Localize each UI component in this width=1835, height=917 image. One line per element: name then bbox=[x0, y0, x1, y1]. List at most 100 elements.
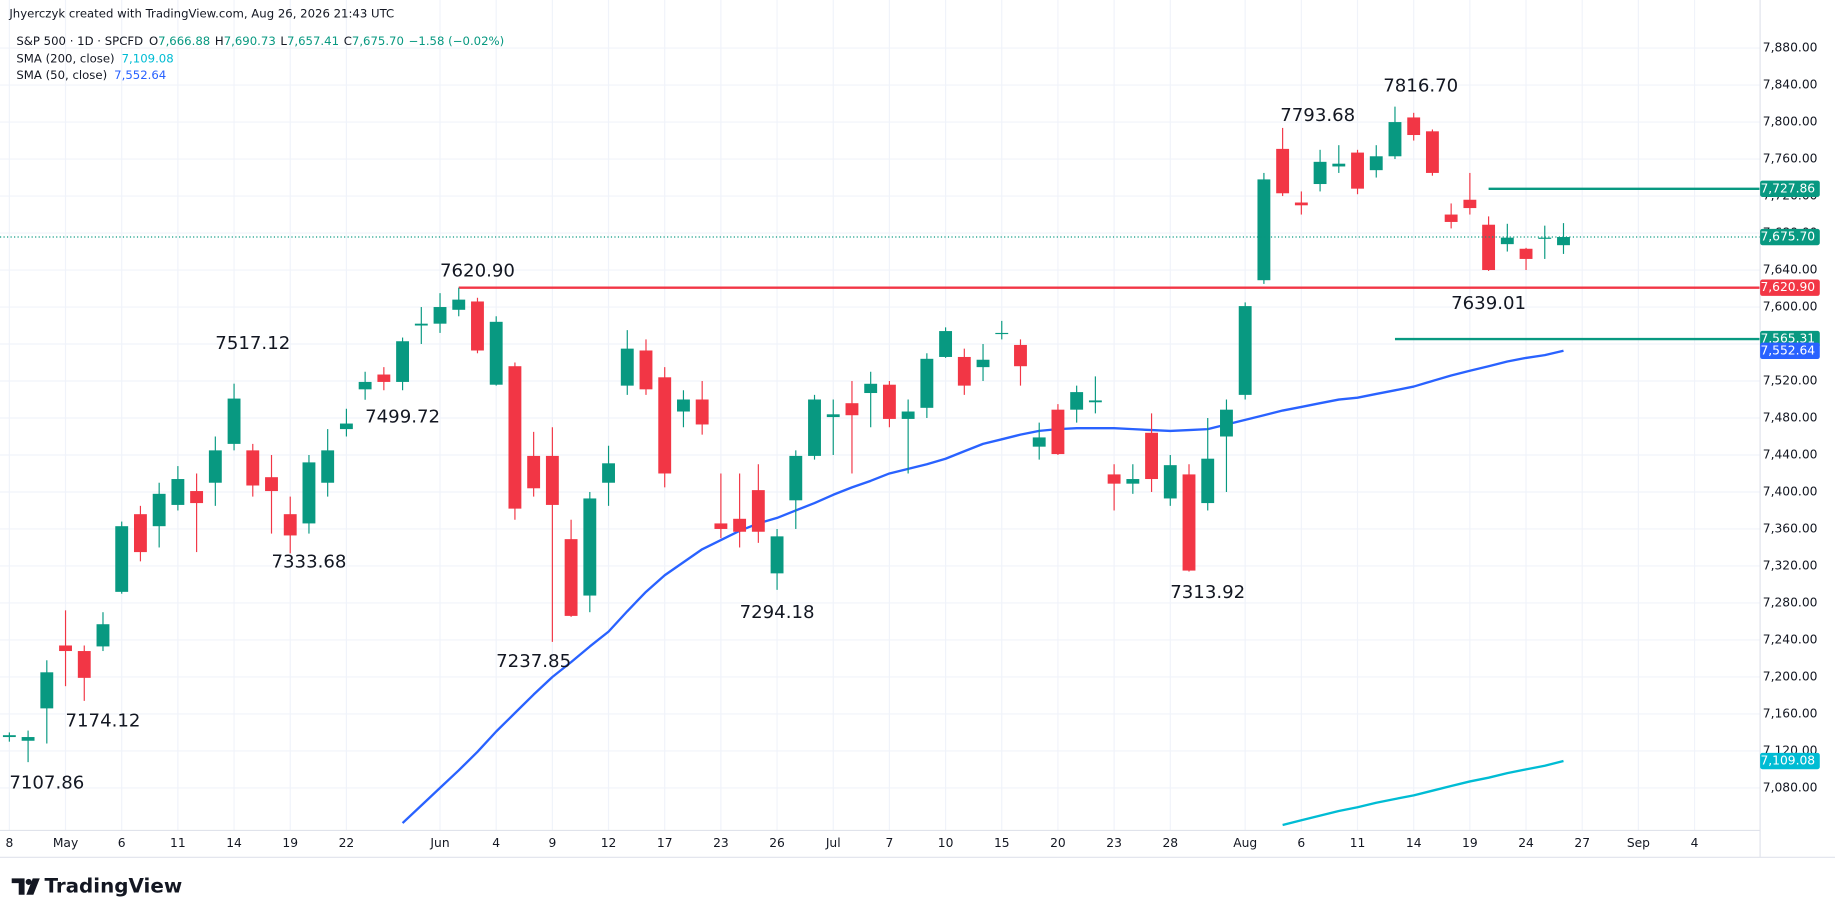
ohlc-value: 7,690.73 bbox=[224, 33, 276, 47]
candle-body bbox=[1276, 148, 1290, 194]
candle-body bbox=[1032, 437, 1046, 447]
price-annotation: 7620.90 bbox=[440, 260, 515, 281]
x-tick-label: 4 bbox=[492, 836, 500, 850]
symbol-name: S&P 500 · 1D · SPCFD bbox=[16, 33, 143, 47]
ohlc-key: C bbox=[344, 33, 352, 47]
plot-area bbox=[0, 106, 1761, 827]
price-annotation: 7174.12 bbox=[65, 711, 140, 732]
x-tick-label: Sep bbox=[1627, 836, 1650, 850]
indicator-name: SMA (200, close) bbox=[16, 51, 114, 65]
y-tick-label: 7,800.00 bbox=[1763, 115, 1818, 129]
candle-body bbox=[1351, 152, 1364, 189]
y-tick-label: 7,160.00 bbox=[1763, 706, 1818, 720]
price-annotation: 7793.68 bbox=[1280, 105, 1355, 126]
candle-body bbox=[414, 323, 428, 326]
candle-body bbox=[658, 377, 672, 474]
indicator-value: 7,109.08 bbox=[122, 51, 174, 65]
x-tick-label: Jun bbox=[429, 836, 449, 850]
axis: 7,080.007,120.007,160.007,200.007,240.00… bbox=[5, 41, 1820, 850]
candle-body bbox=[1519, 248, 1533, 259]
x-tick-label: Jul bbox=[825, 836, 841, 850]
y-tick-label: 7,480.00 bbox=[1763, 410, 1818, 424]
ohlc-key: H bbox=[215, 33, 224, 47]
candle-body bbox=[246, 450, 260, 486]
x-tick-label: 4 bbox=[1691, 836, 1699, 850]
price-tag-label: 7,109.08 bbox=[1760, 754, 1815, 768]
legend-ohlc: S&P 500 · 1D · SPCFD O7,666.88 H7,690.73 L7… bbox=[16, 33, 504, 47]
brand-logo bbox=[11, 878, 40, 895]
x-tick-label: 11 bbox=[1350, 836, 1366, 850]
candle-body bbox=[527, 455, 541, 489]
candle-body bbox=[190, 491, 204, 504]
candle-body bbox=[452, 299, 466, 310]
candle-body bbox=[808, 399, 821, 456]
candle-body bbox=[882, 384, 896, 419]
candle-body bbox=[377, 374, 391, 382]
candle-body bbox=[77, 651, 91, 678]
x-tick-label: 26 bbox=[769, 836, 785, 850]
x-tick-label: 11 bbox=[170, 836, 186, 850]
candle-body bbox=[208, 450, 222, 483]
candle-body bbox=[639, 350, 653, 390]
x-tick-label: May bbox=[53, 836, 78, 850]
price-annotation: 7333.68 bbox=[271, 552, 346, 573]
x-tick-label: 8 bbox=[5, 836, 13, 850]
candle-body bbox=[1425, 131, 1439, 173]
price-annotation: 7294.18 bbox=[740, 602, 815, 623]
y-tick-label: 7,320.00 bbox=[1763, 558, 1818, 572]
y-tick-label: 7,600.00 bbox=[1763, 300, 1818, 314]
x-tick-label: 28 bbox=[1162, 836, 1178, 850]
x-tick-label: 6 bbox=[118, 836, 126, 850]
candle-body bbox=[826, 414, 840, 418]
candle-body bbox=[695, 399, 709, 425]
candle-body bbox=[733, 518, 747, 532]
candle-body bbox=[171, 479, 185, 505]
candle-body bbox=[564, 539, 578, 616]
ohlc-key: L bbox=[280, 33, 287, 47]
y-tick-label: 7,760.00 bbox=[1763, 152, 1818, 166]
change: −1.58 (−0.02%) bbox=[409, 33, 505, 47]
candle-body bbox=[133, 514, 147, 553]
candle-body bbox=[1463, 199, 1477, 209]
candle-body bbox=[1014, 344, 1027, 367]
brand-name: TradingView bbox=[44, 875, 182, 898]
candle-body bbox=[508, 366, 522, 509]
x-tick-label: 7 bbox=[886, 836, 894, 850]
candle-body bbox=[471, 301, 484, 351]
x-tick-label: 12 bbox=[601, 836, 617, 850]
x-tick-label: 20 bbox=[1050, 836, 1066, 850]
x-tick-label: 19 bbox=[282, 836, 298, 850]
grid bbox=[0, 0, 1761, 831]
x-tick-label: 9 bbox=[548, 836, 556, 850]
ohlc-value: 7,657.41 bbox=[287, 33, 339, 47]
y-tick-label: 7,880.00 bbox=[1763, 41, 1818, 55]
candle-body bbox=[1557, 237, 1570, 246]
candle-body bbox=[1294, 202, 1308, 206]
y-tick-label: 7,200.00 bbox=[1763, 669, 1818, 683]
sma-line bbox=[401, 349, 1564, 824]
price-tag-label: 7,727.86 bbox=[1760, 181, 1815, 195]
candle-body bbox=[489, 321, 503, 385]
candle-body bbox=[1088, 400, 1102, 403]
candle-body bbox=[677, 399, 690, 412]
x-tick-label: 19 bbox=[1462, 836, 1478, 850]
candle-body bbox=[265, 477, 278, 492]
candle-body bbox=[1407, 117, 1421, 136]
candle-body bbox=[770, 536, 784, 574]
x-tick-label: 17 bbox=[657, 836, 673, 850]
price-annotation: 7237.85 bbox=[496, 651, 571, 672]
candle-body bbox=[583, 498, 597, 596]
y-tick-label: 7,520.00 bbox=[1763, 374, 1818, 388]
candle-body bbox=[96, 624, 110, 647]
price-tag bbox=[1760, 180, 1820, 197]
candle-body bbox=[1145, 432, 1158, 480]
candle-body bbox=[283, 514, 297, 536]
price-tag-label: 7,552.64 bbox=[1760, 343, 1815, 357]
candle-body bbox=[1313, 161, 1327, 185]
price-annotation: 7499.72 bbox=[365, 407, 440, 428]
candle-body bbox=[1182, 474, 1196, 571]
candle-body bbox=[115, 526, 129, 592]
candle-body bbox=[789, 455, 803, 501]
